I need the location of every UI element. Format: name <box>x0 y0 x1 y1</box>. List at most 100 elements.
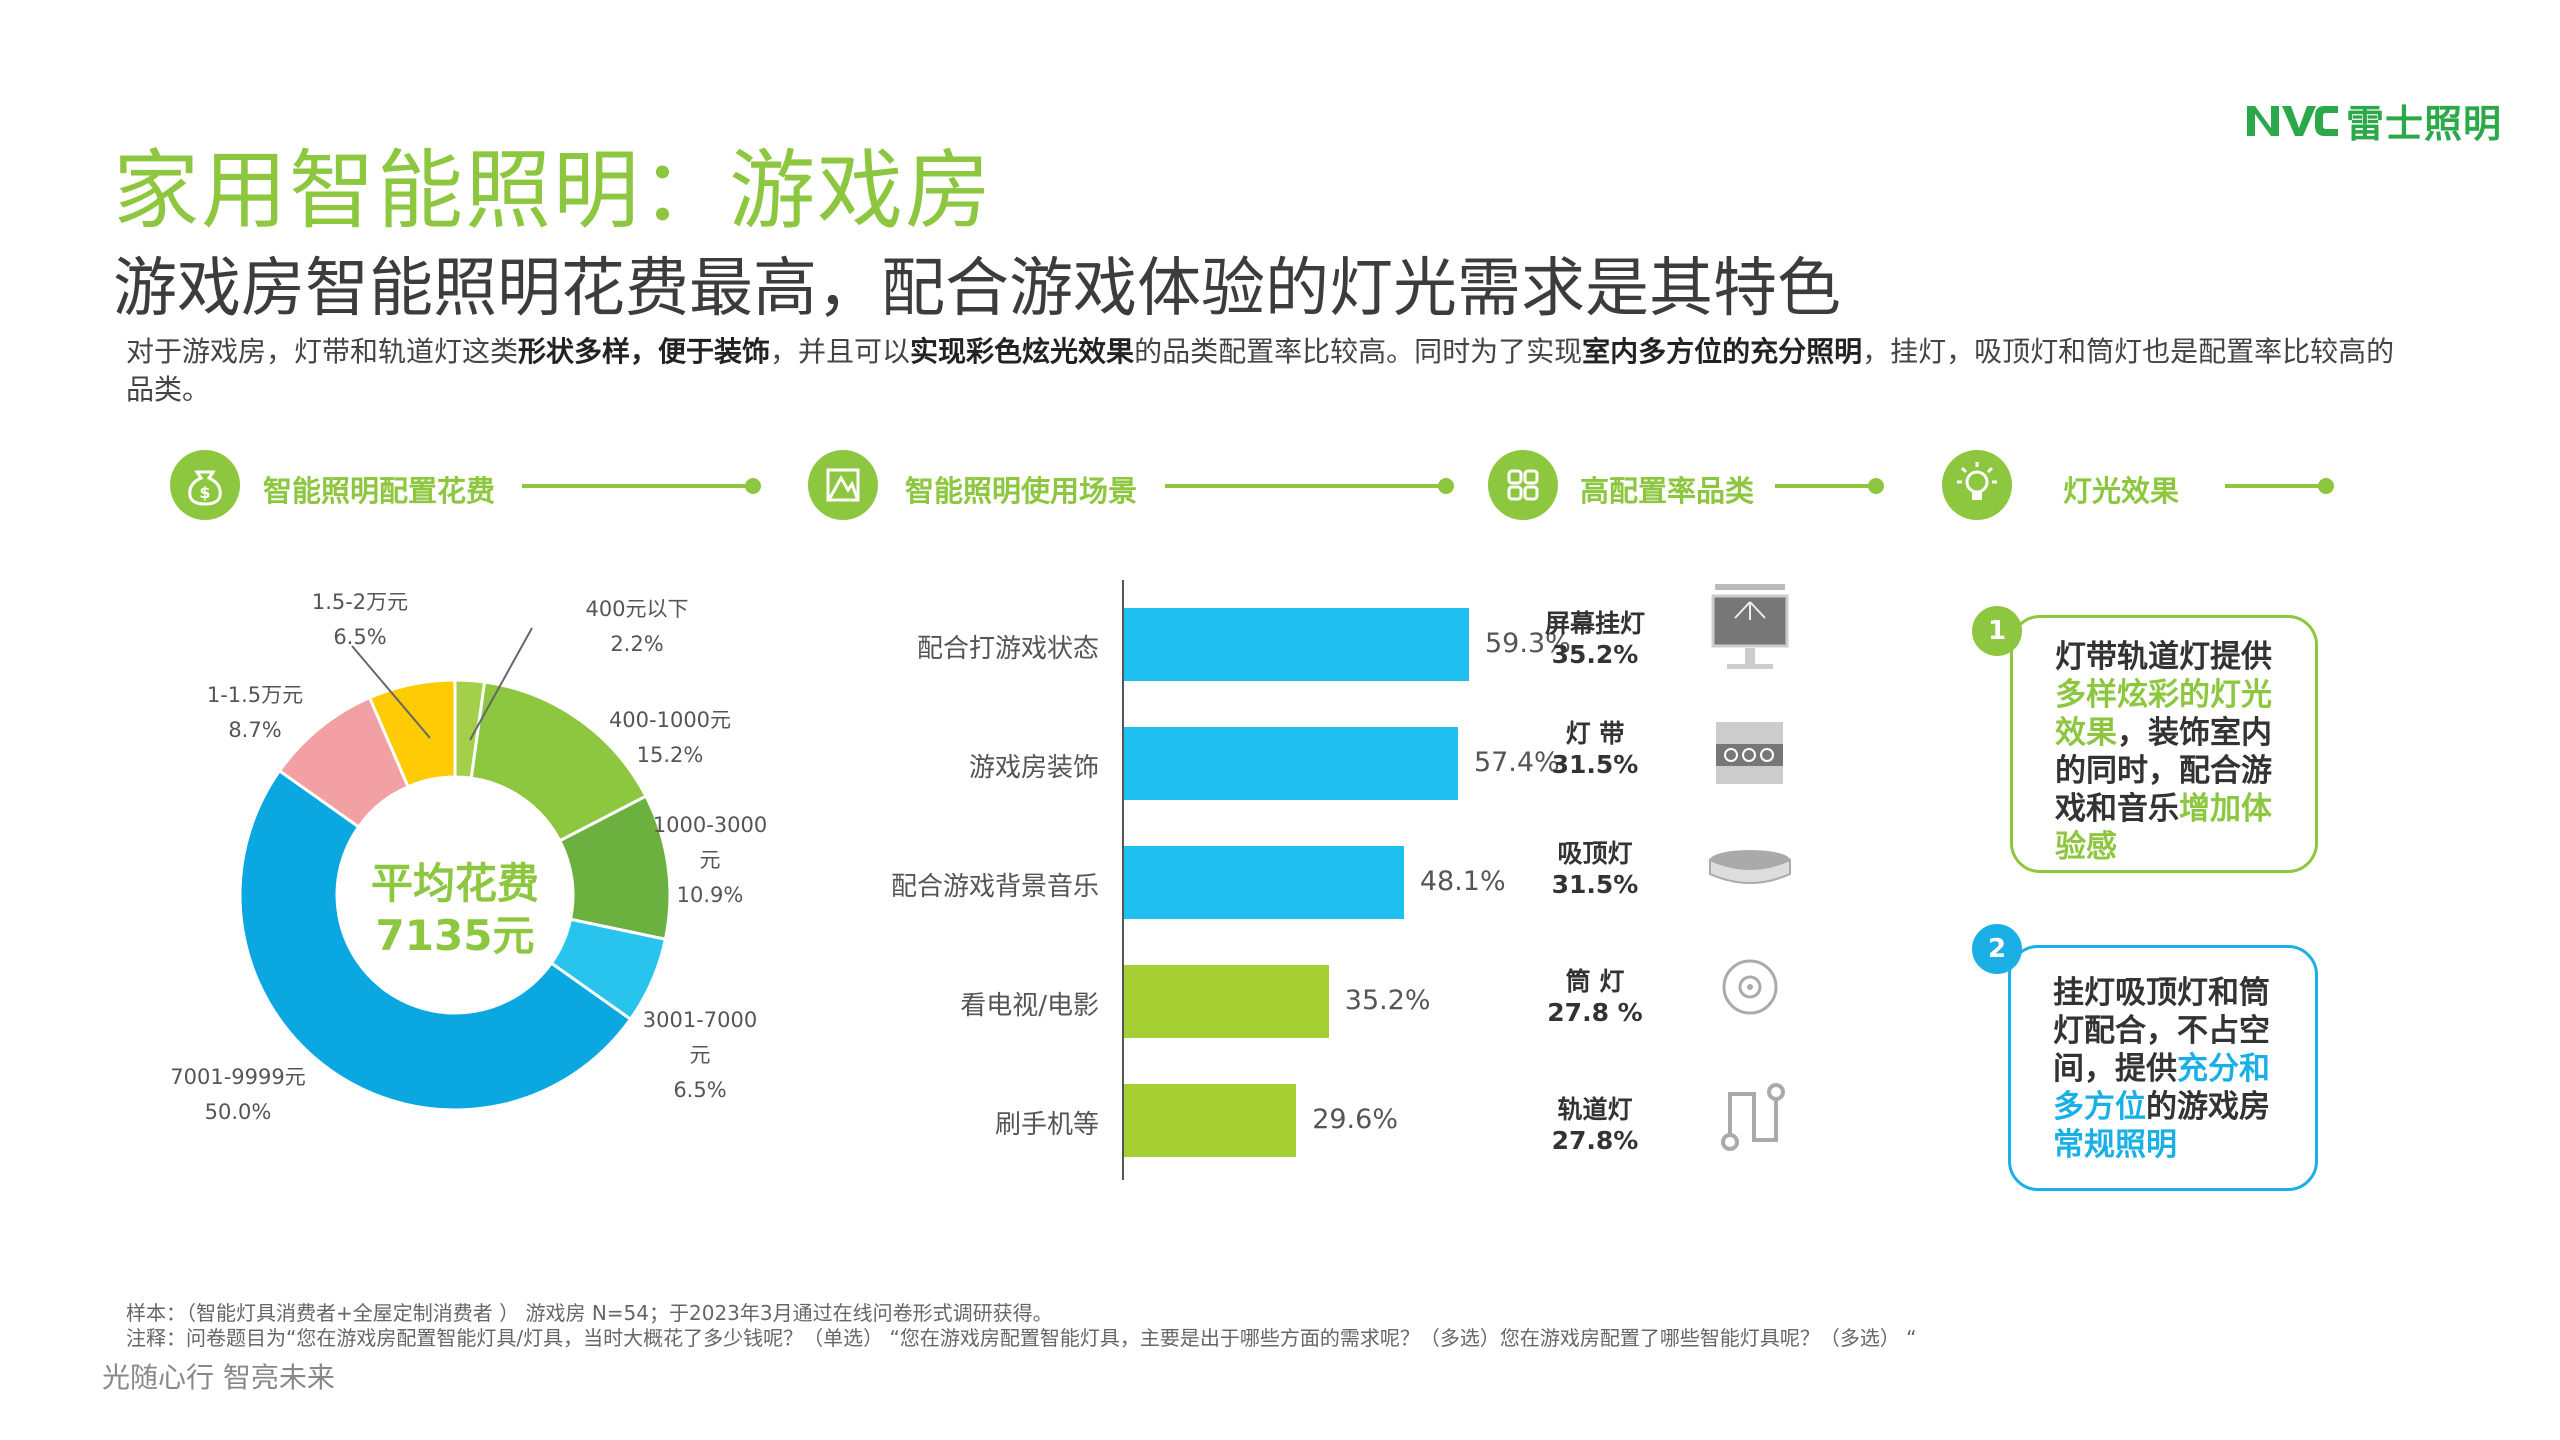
ceiling-light-icon <box>1709 850 1791 884</box>
pie-label: 400-1000元 15.2% <box>600 703 740 773</box>
effect-card-2: 挂灯吸顶灯和筒灯配合，不占空间，提供充分和多方位的游戏房常规照明 <box>2008 945 2318 1191</box>
section-label-scene: 智能照明使用场景 <box>905 474 1138 508</box>
page-title: 家用智能照明：游戏房 <box>113 141 993 241</box>
pie-label-category: 7001-9999元 <box>170 1065 306 1089</box>
svg-text:$: $ <box>199 483 210 502</box>
category-name: 灯 带 <box>1565 719 1625 748</box>
bar-axis <box>1122 580 1124 1180</box>
category-item: 轨道灯 27.8% <box>1520 1094 1670 1156</box>
pie-label-unit: 元 <box>689 1043 711 1067</box>
pie-label-value: 2.2% <box>610 632 664 656</box>
pie-label-category: 1.5-2万元 <box>311 590 409 614</box>
effect-card-text: 灯带轨道灯提供多样炫彩的灯光效果，装饰室内的同时，配合游戏和音乐增加体验感 <box>2055 638 2285 866</box>
donut-center-title: 平均花费 <box>370 859 539 908</box>
section-label-spend: 智能照明配置花费 <box>263 474 496 508</box>
category-item: 筒 灯 27.8 % <box>1520 966 1670 1028</box>
category-name: 轨道灯 <box>1557 1095 1633 1124</box>
pie-label-category: 1-1.5万元 <box>206 683 304 707</box>
intro-text: ，并且可以 <box>770 335 911 368</box>
section-dot <box>745 478 761 494</box>
pie-label-unit: 元 <box>699 848 721 872</box>
pie-label-value: 10.9% <box>676 883 744 907</box>
pie-label: 1.5-2万元 6.5% <box>300 585 420 655</box>
category-rate: 27.8 % <box>1547 998 1643 1027</box>
effect-highlight: 多样炫彩的灯光效果 <box>2055 677 2272 751</box>
nvc-logo-icon <box>2247 106 2338 136</box>
category-name: 筒 灯 <box>1565 967 1625 996</box>
pie-label: 1000-3000 元 10.9% <box>650 808 770 913</box>
intro-text: 对于游戏房，灯带和轨道灯这类 <box>126 335 519 368</box>
donut-leader-lines <box>351 627 533 741</box>
section-divider <box>1775 484 1875 488</box>
usage-bar-chart: 配合打游戏状态 59.3% 游戏房装饰 57.4% 配合游戏背景音乐 48.1% 看电视/电… <box>0 0 1571 1200</box>
footer-slogan: 光随心行 智亮未来 <box>102 1361 335 1394</box>
bar-value-label: 57.4% <box>1473 747 1560 778</box>
pie-label-value: 8.7% <box>228 718 282 742</box>
bar-4 <box>1124 1084 1297 1157</box>
intro-text: 的品类配置率比较高。同时为了实现 <box>1134 335 1583 368</box>
effect-text: ，装饰室内的同时，配合游戏和音乐 <box>2055 715 2272 827</box>
section-dot <box>1438 478 1454 494</box>
category-rate: 27.8% <box>1551 1126 1639 1155</box>
grid-icon <box>1488 450 1558 520</box>
effect-text: 灯带轨道灯提供 <box>2055 639 2272 675</box>
bar-0 <box>1124 608 1469 681</box>
bar-value-label: 59.3% <box>1485 628 1571 659</box>
footer-sample: 样本：（智能灯具消费者+全屋定制消费者 ） 游戏房 N=54；于2023年3月通… <box>126 1301 1053 1325</box>
pie-label-value: 6.5% <box>333 625 387 649</box>
pie-label-category: 3001-7000 <box>642 1008 758 1032</box>
intro-paragraph: 对于游戏房，灯带和轨道灯这类形状多样，便于装饰，并且可以实现彩色炫光效果的品类配… <box>126 333 2416 409</box>
bar-category-label: 配合游戏背景音乐 <box>890 872 1099 902</box>
category-rate: 35.2% <box>1551 640 1639 669</box>
pie-label-value: 15.2% <box>636 743 704 767</box>
effect-highlight: 充分和多方位 <box>2053 1051 2270 1125</box>
category-item: 吸顶灯 31.5% <box>1520 838 1670 900</box>
pie-label: 3001-7000 元 6.5% <box>640 1003 760 1108</box>
pie-label-value: 6.5% <box>673 1078 727 1102</box>
bar-value-label: 35.2% <box>1344 985 1431 1016</box>
bar-2 <box>1124 846 1404 919</box>
intro-bold: 形状多样，便于装饰 <box>518 335 771 368</box>
track-light-icon <box>1721 1083 1785 1151</box>
effect-highlight: 常规照明 <box>2053 1127 2177 1163</box>
page-subtitle: 游戏房智能照明花费最高，配合游戏体验的灯光需求是其特色 <box>113 252 1841 326</box>
effect-text: 的游戏房 <box>2146 1089 2270 1125</box>
donut-center-label: 平均花费 7135元 <box>330 858 580 962</box>
category-item: 灯 带 31.5% <box>1520 718 1670 780</box>
brand-name: 雷士照明 <box>2346 101 2503 146</box>
bar-category-label: 游戏房装饰 <box>968 753 1099 783</box>
donut-slice-4 <box>238 768 633 1112</box>
downlight-icon <box>1722 959 1778 1015</box>
bar-1 <box>1124 727 1458 800</box>
money-bag-icon: $ <box>170 450 240 520</box>
spend-donut-chart <box>238 678 672 1112</box>
intro-text: ，挂灯，吸顶灯和筒灯也是配置率比较高的品类。 <box>126 335 2395 406</box>
intro-bold: 实现彩色炫光效果 <box>910 335 1135 368</box>
effect-card-1: 灯带轨道灯提供多样炫彩的灯光效果，装饰室内的同时，配合游戏和音乐增加体验感 <box>2010 615 2318 873</box>
pie-label: 400元以下 2.2% <box>572 592 702 662</box>
bar-category-label: 配合打游戏状态 <box>916 634 1099 664</box>
scene-icon <box>808 450 878 520</box>
bulb-icon <box>1942 450 2012 520</box>
pie-label-category: 400-1000元 <box>608 708 732 732</box>
pie-label: 1-1.5万元 8.7% <box>195 678 315 748</box>
effect-text: 挂灯吸顶灯和筒灯配合，不占空间，提供 <box>2053 975 2270 1087</box>
effect-highlight: 增加体验感 <box>2055 791 2272 865</box>
bar-3 <box>1124 965 1329 1038</box>
bar-category-label: 看电视/电影 <box>960 991 1099 1021</box>
category-name: 吸顶灯 <box>1557 839 1633 868</box>
section-label-effect: 灯光效果 <box>2063 474 2180 508</box>
pie-label-category: 1000-3000 <box>652 813 768 837</box>
section-label-category: 高配置率品类 <box>1580 474 1755 508</box>
bar-value-label: 29.6% <box>1312 1104 1398 1135</box>
badge-2: 2 <box>1972 924 2022 974</box>
light-strip-icon <box>1716 722 1783 784</box>
pie-label-category: 400元以下 <box>585 597 689 621</box>
footer-note: 注释：问卷题目为“您在游戏房配置智能灯具/灯具，当时大概花了多少钱呢？（单选） … <box>126 1326 1917 1350</box>
badge-1: 1 <box>1972 606 2022 656</box>
donut-center-value: 7135元 <box>375 911 535 960</box>
bar-value-label: 48.1% <box>1419 866 1506 897</box>
category-item: 屏幕挂灯 35.2% <box>1520 608 1670 670</box>
pie-label: 7001-9999元 50.0% <box>168 1060 308 1130</box>
pie-label-value: 50.0% <box>204 1100 272 1124</box>
